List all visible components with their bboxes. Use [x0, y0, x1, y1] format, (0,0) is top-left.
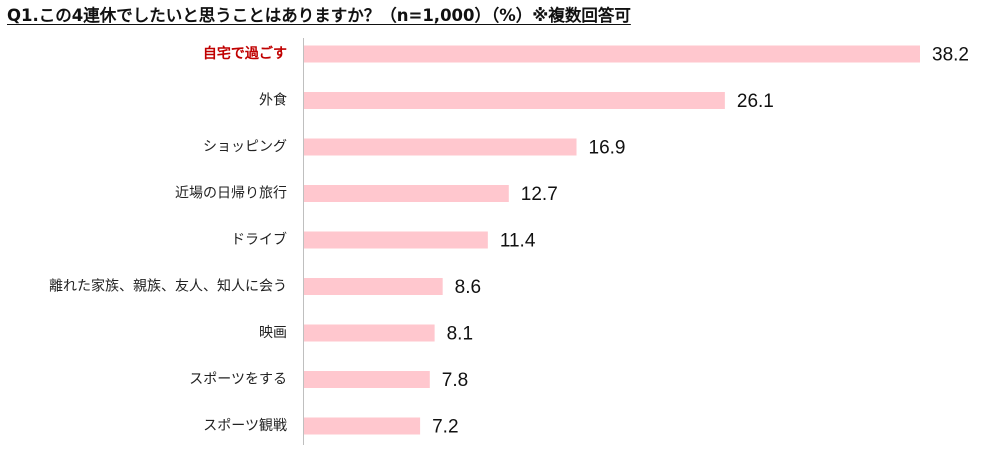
category-label-7: スポーツをする [189, 372, 287, 388]
category-label-1: 外食 [259, 92, 287, 109]
category-label-5: 離れた家族、親族、友人、知人に会う [49, 278, 287, 295]
value-label-2: 16.9 [589, 138, 626, 159]
bar-5 [304, 278, 443, 295]
bar-1 [304, 92, 725, 109]
bar-6 [304, 324, 435, 342]
bars-group: 自宅で過ごす 38.2 外食 26.1 ショッピング 16.9 近場の日帰り旅行 12.7 ドラ… [49, 45, 969, 438]
category-label-6: 映画 [259, 325, 287, 341]
category-label-8: スポーツ観戦 [203, 417, 287, 434]
category-label-3: 近場の日帰り旅行 [175, 185, 287, 202]
bar-7 [304, 371, 430, 388]
value-label-6: 8.1 [447, 324, 473, 345]
value-label-1: 26.1 [737, 91, 774, 112]
bar-8 [304, 417, 421, 435]
value-label-0: 38.2 [932, 45, 969, 66]
value-label-4: 11.4 [500, 231, 536, 252]
category-label-0: 自宅で過ごす [203, 45, 287, 62]
value-label-7: 7.8 [442, 370, 468, 391]
value-label-3: 12.7 [521, 184, 558, 205]
bar-4 [304, 231, 488, 249]
bar-0 [304, 45, 920, 63]
category-label-2: ショッピング [203, 139, 287, 155]
bar-3 [304, 185, 509, 202]
value-label-8: 7.2 [432, 417, 458, 438]
value-label-5: 8.6 [455, 277, 481, 298]
chart-title: Q1.この4連休でしたいと思うことはありますか？（n=1,000）（%）※複数回… [7, 6, 631, 25]
category-label-4: ドライブ [231, 231, 287, 248]
bar-2 [304, 138, 577, 156]
